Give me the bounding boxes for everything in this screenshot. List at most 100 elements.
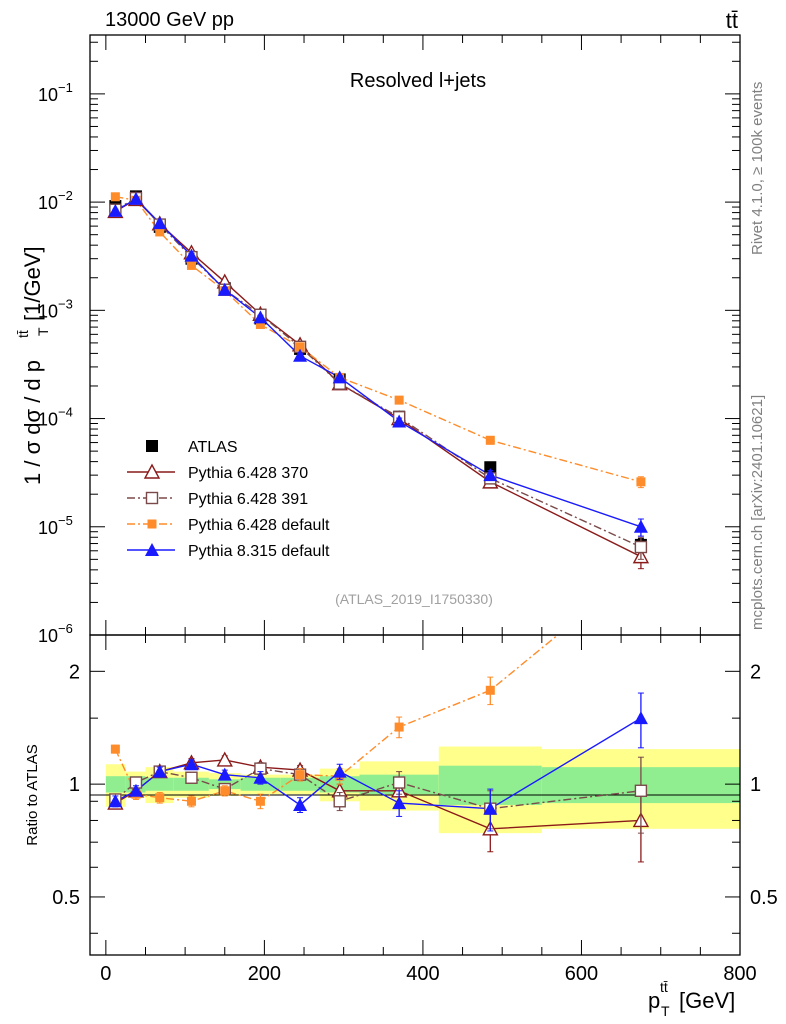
ratio-band-inner <box>173 777 209 791</box>
ratio-point-pythia-8-315-default <box>184 757 199 771</box>
svg-text:[GeV]: [GeV] <box>679 988 735 1013</box>
ratio-point-pythia-6-428-391 <box>333 795 346 808</box>
legend-marker-pythia-6-428-default <box>147 519 157 529</box>
ratio-ytick-label-left: 0.5 <box>52 887 80 909</box>
main-ytick-label: 10−4 <box>38 405 73 430</box>
mcplots-label: mcplots.cern.ch [arXiv:2401.10621] <box>749 395 766 630</box>
main-panel: 10−6 10−5 10−4 10−3 10−2 10−1 Resolved l+jets… <box>38 34 741 646</box>
ratio-ytick-label-right: 0.5 <box>750 887 778 909</box>
ratio-xtick-label: 400 <box>406 963 439 985</box>
main-point-pythia-8-315-default <box>184 248 199 262</box>
main-point-pythia-6-428-default <box>255 319 265 329</box>
legend-label-atlas: ATLAS <box>188 439 238 456</box>
main-ytick-label: 10−3 <box>38 296 73 321</box>
main-point-pythia-8-315-default <box>293 348 308 362</box>
ratio-ytick-label-right: 2 <box>750 661 761 683</box>
main-point-pythia-6-428-default <box>110 192 120 202</box>
ratio-point-pythia-8-315-default <box>392 796 407 810</box>
main-ylabel: 1 / σ dσ / d p T tt̄ [1/GeV] <box>15 246 51 485</box>
ratio-xtick-label: 800 <box>723 963 756 985</box>
ratio-point-pythia-6-428-default <box>485 685 495 695</box>
ratio-frame <box>89 634 741 956</box>
ratio-ytick-label-right: 1 <box>750 774 761 796</box>
ratio-point-pythia-8-315-default <box>293 797 308 811</box>
main-point-pythia-8-315-default <box>152 216 167 230</box>
ratio-point-pythia-8-315-default <box>108 794 123 808</box>
svg-text:tt̄: tt̄ <box>15 330 31 338</box>
main-point-pythia-8-315-default <box>128 191 143 205</box>
ratio-point-pythia-8-315-default <box>152 764 167 778</box>
main-point-pythia-6-428-default <box>394 395 404 405</box>
ratio-point-pythia-6-428-default <box>220 786 230 796</box>
ratio-point-pythia-8-315-default <box>217 767 232 781</box>
svg-text:p: p <box>648 988 660 1013</box>
ratio-panel: 0.5 0.5 1 1 2 2 0 200 400 600 800 Ratio to ATLAS <box>24 634 778 985</box>
main-point-pythia-8-315-default <box>483 468 498 482</box>
ratio-axis-ticks: 0.5 0.5 1 1 2 2 0 200 400 600 800 <box>52 635 778 985</box>
energy-label: 13000 GeV pp <box>105 9 234 31</box>
ratio-band-inner <box>105 776 126 793</box>
legend-marker-pythia-8-315-default <box>145 543 159 556</box>
main-ytick-label: 10−1 <box>38 80 73 105</box>
ratio-point-pythia-6-428-default <box>186 796 196 806</box>
ratio-band-inner <box>145 777 174 791</box>
ratio-point-pythia-6-428-default <box>155 793 165 803</box>
ratio-point-pythia-6-428-default <box>255 796 265 806</box>
svg-text:1 / σ dσ / d p: 1 / σ dσ / d p <box>20 360 45 485</box>
ratio-point-pythia-8-315-default <box>253 770 268 784</box>
ratio-xtick-label: 0 <box>100 963 111 985</box>
main-title: Resolved l+jets <box>350 70 486 92</box>
ratio-point-pythia-6-428-391 <box>634 784 648 797</box>
main-point-pythia-6-428-default <box>485 435 495 445</box>
x-axis-label: p T tt̄ [GeV] <box>648 979 735 1019</box>
ratio-point-pythia-6-428-391 <box>185 771 198 784</box>
legend-label-pythia-8-315-default: Pythia 8.315 default <box>188 543 330 560</box>
legend-marker-pythia-6-428-370 <box>143 463 161 479</box>
rivet-version-label: Rivet 4.1.0, ≥ 100k events <box>749 82 766 255</box>
main-ytick-label: 10−2 <box>38 188 73 213</box>
ratio-point-pythia-6-428-default <box>110 744 120 754</box>
ratio-series-markers <box>107 676 650 863</box>
main-point-pythia-6-428-default <box>636 477 646 487</box>
main-point-pythia-8-315-default <box>392 414 407 428</box>
analysis-id: (ATLAS_2019_I1750330) <box>335 591 493 607</box>
ratio-point-pythia-6-428-370 <box>216 751 233 767</box>
main-series-markers <box>107 190 650 570</box>
svg-text:T: T <box>661 1003 670 1019</box>
svg-text:tt̄: tt̄ <box>660 979 668 995</box>
ratio-point-pythia-8-315-default <box>332 764 347 778</box>
main-ytick-label: 10−5 <box>38 513 73 538</box>
ratio-point-pythia-6-428-default <box>394 722 404 732</box>
main-point-pythia-8-315-default <box>108 203 123 217</box>
legend-label-pythia-6-428-default: Pythia 6.428 default <box>188 517 330 534</box>
ratio-ytick-label-left: 2 <box>69 661 80 683</box>
ratio-point-pythia-6-428-default <box>295 770 305 780</box>
legend: ATLAS Pythia 6.428 370 Pythia 6.428 391 Pyt… <box>127 439 330 560</box>
main-axis-ticks: 10−6 10−5 10−4 10−3 10−2 10−1 <box>38 35 741 646</box>
ratio-xtick-label: 200 <box>248 963 281 985</box>
main-point-pythia-8-315-default <box>332 370 347 384</box>
main-point-pythia-6-428-default <box>295 342 305 352</box>
main-ytick-label: 10−6 <box>38 621 73 646</box>
ratio-xtick-label: 600 <box>565 963 598 985</box>
process-label: tt̄ <box>726 8 738 33</box>
svg-text:[1/GeV]: [1/GeV] <box>20 246 45 321</box>
ratio-ylabel: Ratio to ATLAS <box>24 744 41 845</box>
main-point-pythia-6-428-default <box>155 227 165 237</box>
ratio-point-pythia-6-428-391 <box>392 776 406 789</box>
ratio-point-pythia-8-315-default <box>633 711 648 725</box>
main-point-pythia-8-315-default <box>253 310 268 324</box>
main-point-pythia-8-315-default <box>633 519 648 533</box>
ratio-point-pythia-8-315-default <box>483 801 498 815</box>
legend-marker-atlas <box>146 440 158 452</box>
legend-label-pythia-6-428-370: Pythia 6.428 370 <box>188 465 308 482</box>
ratio-ytick-label-left: 1 <box>69 774 80 796</box>
main-point-pythia-8-315-default <box>217 282 232 296</box>
legend-label-pythia-6-428-391: Pythia 6.428 391 <box>188 491 308 508</box>
ratio-point-pythia-8-315-default <box>128 783 143 797</box>
svg-text:T: T <box>35 327 51 336</box>
legend-marker-pythia-6-428-391 <box>145 491 159 505</box>
main-point-pythia-6-428-391 <box>634 540 648 554</box>
main-point-pythia-6-428-default <box>186 260 196 270</box>
